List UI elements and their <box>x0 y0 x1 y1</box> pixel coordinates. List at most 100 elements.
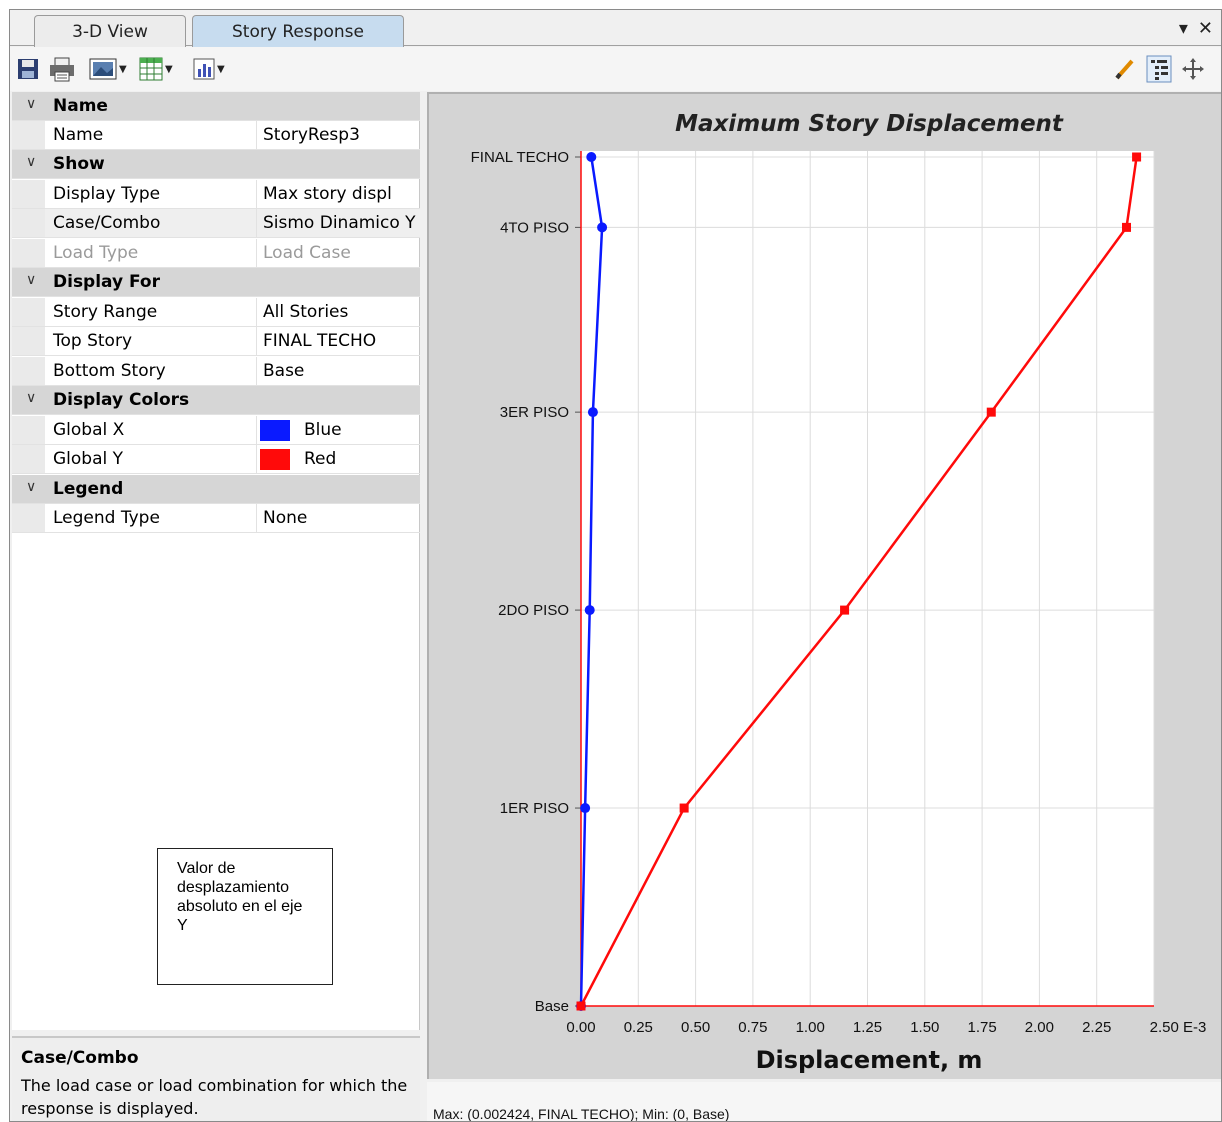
window-dropdown-icon[interactable]: ▾ <box>1178 18 1188 39</box>
group-legend[interactable]: ∨ Legend <box>12 475 420 504</box>
status-bar: Max: (0.002424, FINAL TECHO); Min: (0, B… <box>427 1082 1221 1122</box>
story-label: 3ER PISO <box>500 404 569 421</box>
image-export-icon[interactable]: ▼ <box>88 55 127 83</box>
data-point-marker <box>576 1001 586 1011</box>
help-panel: Case/Combo The load case or load combina… <box>12 1036 420 1121</box>
property-value[interactable]: FINAL TECHO <box>263 331 377 351</box>
property-value[interactable]: StoryResp3 <box>263 125 360 145</box>
chevron-down-icon[interactable]: ∨ <box>26 272 37 288</box>
property-row-load-type: Load Type Load Case <box>12 239 420 268</box>
data-point-marker <box>840 605 850 615</box>
property-row-story-range[interactable]: Story Range All Stories <box>12 298 420 327</box>
color-swatch-red[interactable] <box>260 449 290 470</box>
story-displacement-chart[interactable]: Maximum Story Displacement 0.00 0.25 0.50 0.… <box>429 94 1221 1079</box>
tab-story-response[interactable]: Story Response <box>192 15 404 47</box>
chevron-down-icon[interactable]: ▼ <box>119 63 127 75</box>
toolbar: ▼ ▼ ▼ <box>10 47 1221 91</box>
chevron-down-icon[interactable]: ∨ <box>26 479 37 495</box>
data-point-marker <box>597 222 608 233</box>
data-point-marker <box>1132 152 1142 162</box>
group-show[interactable]: ∨ Show <box>12 150 420 179</box>
help-text: The load case or load combination for wh… <box>21 1076 408 1118</box>
property-row-top-story[interactable]: Top Story FINAL TECHO <box>12 327 420 356</box>
property-label: Display Type <box>53 184 161 204</box>
tree-view-icon[interactable] <box>1146 55 1172 83</box>
property-value[interactable]: Max story displ <box>263 184 392 204</box>
data-point-marker <box>1121 222 1131 232</box>
story-label: Base <box>535 998 569 1015</box>
group-title: Name <box>53 96 108 116</box>
group-title: Show <box>53 154 105 174</box>
annotation-text: Valor de desplazamiento absoluto en el e… <box>177 860 303 934</box>
property-value[interactable]: Blue <box>304 420 342 440</box>
property-value[interactable]: Sismo Dinamico Y <box>263 213 416 233</box>
data-point-marker <box>584 605 595 616</box>
window-controls: ▾ ✕ <box>1179 18 1213 39</box>
property-row-legend-type[interactable]: Legend Type None <box>12 504 420 533</box>
property-label: Legend Type <box>53 508 160 528</box>
x-tick-label: 2.00 <box>1025 1019 1054 1036</box>
annotation-textbox: Valor de desplazamiento absoluto en el e… <box>157 848 333 985</box>
x-tick-label: 1.00 <box>796 1019 825 1036</box>
x-axis-label: Displacement, m <box>756 1046 983 1074</box>
property-label: Load Type <box>53 243 139 263</box>
status-text: Max: (0.002424, FINAL TECHO); Min: (0, B… <box>433 1106 730 1122</box>
x-tick-label: 1.50 <box>910 1019 939 1036</box>
chevron-down-icon[interactable]: ∨ <box>26 96 37 112</box>
property-label: Bottom Story <box>53 361 166 381</box>
property-value: Load Case <box>263 243 351 263</box>
property-label: Top Story <box>53 331 132 351</box>
group-name[interactable]: ∨ Name <box>12 92 420 121</box>
x-tick-label: 0.00 <box>566 1019 595 1036</box>
property-row-bottom-story[interactable]: Bottom Story Base <box>12 357 420 386</box>
table-icon[interactable]: ▼ <box>138 55 173 83</box>
property-label: Global Y <box>53 449 124 469</box>
property-row-name[interactable]: Name StoryResp3 <box>12 121 420 150</box>
story-label: 4TO PISO <box>500 219 569 236</box>
group-title: Display For <box>53 272 160 292</box>
color-swatch-blue[interactable] <box>260 420 290 441</box>
chevron-down-icon[interactable]: ∨ <box>26 390 37 406</box>
data-point-marker <box>586 152 597 162</box>
data-point-marker <box>580 803 591 814</box>
group-display-colors[interactable]: ∨ Display Colors <box>12 386 420 415</box>
tab-3d-view[interactable]: 3-D View <box>34 15 186 47</box>
property-value[interactable]: All Stories <box>263 302 349 322</box>
property-row-case-combo[interactable]: Case/Combo Sismo Dinamico Y <box>12 209 420 238</box>
chevron-down-icon[interactable]: ▼ <box>165 63 173 75</box>
global-x-series-line <box>579 156 604 1007</box>
property-row-display-type[interactable]: Display Type Max story displ <box>12 180 420 209</box>
property-value[interactable]: Red <box>304 449 337 469</box>
x-tick-label: 1.75 <box>967 1019 996 1036</box>
close-icon[interactable]: ✕ <box>1197 18 1213 39</box>
property-row-global-x[interactable]: Global X Blue <box>12 416 420 445</box>
x-tick-label: 2.25 <box>1082 1019 1111 1036</box>
x-tick-label: 0.50 <box>681 1019 710 1036</box>
x-tick-label: 0.75 <box>738 1019 767 1036</box>
story-label: FINAL TECHO <box>471 149 569 166</box>
x-tick-label: 1.25 <box>853 1019 882 1036</box>
property-row-global-y[interactable]: Global Y Red <box>12 445 420 474</box>
print-icon[interactable] <box>48 55 76 83</box>
save-icon[interactable] <box>16 55 40 83</box>
tab-strip: 3-D View Story Response ▾ ✕ <box>10 10 1221 47</box>
help-title: Case/Combo <box>21 1048 139 1068</box>
pencil-icon[interactable] <box>1114 55 1136 83</box>
property-label: Story Range <box>53 302 158 322</box>
chart-type-icon[interactable]: ▼ <box>192 55 225 83</box>
chart-title: Maximum Story Displacement <box>675 111 1064 137</box>
global-y-series-line <box>579 156 1138 1007</box>
story-label: 2DO PISO <box>498 602 569 619</box>
story-label: 1ER PISO <box>500 800 569 817</box>
property-label: Name <box>53 125 104 145</box>
property-label: Global X <box>53 420 125 440</box>
property-label: Case/Combo <box>53 213 161 233</box>
pan-move-icon[interactable] <box>1180 55 1206 83</box>
property-value[interactable]: None <box>263 508 308 528</box>
group-display-for[interactable]: ∨ Display For <box>12 268 420 297</box>
chevron-down-icon[interactable]: ▼ <box>217 63 225 75</box>
data-point-marker <box>679 803 689 813</box>
properties-panel: ∨ Name Name StoryResp3 ∨ Show Display Ty… <box>12 92 420 1030</box>
property-value[interactable]: Base <box>263 361 305 381</box>
chevron-down-icon[interactable]: ∨ <box>26 154 37 170</box>
